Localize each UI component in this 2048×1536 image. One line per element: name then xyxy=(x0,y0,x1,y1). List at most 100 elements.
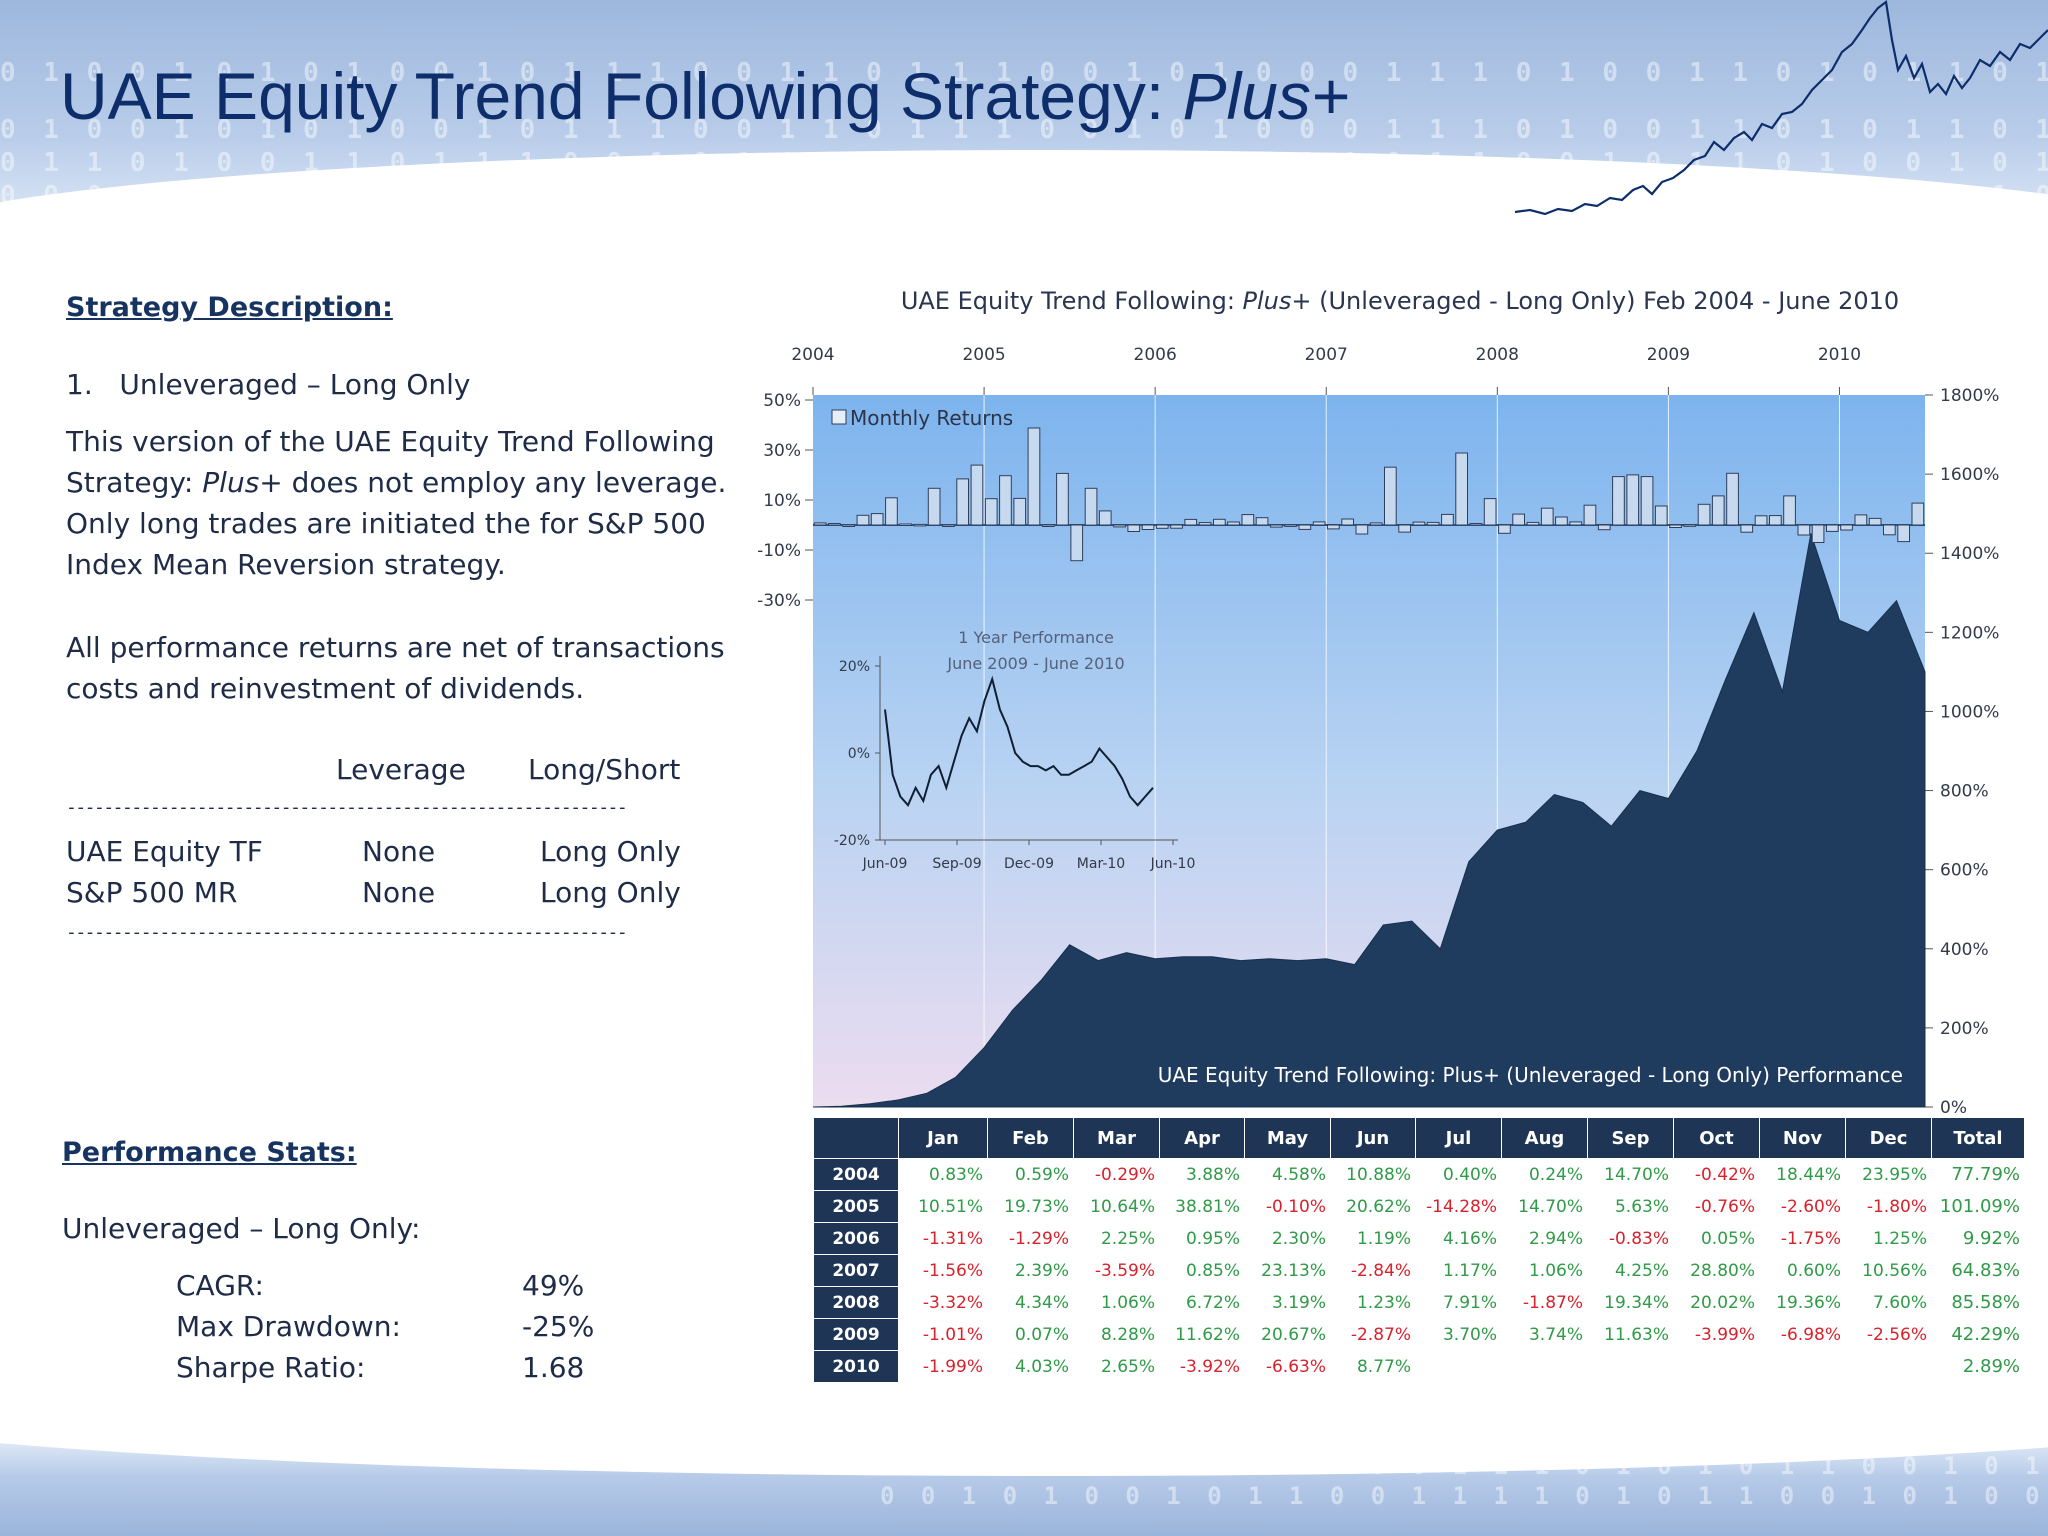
monthly-return-bar xyxy=(1355,524,1369,535)
monthly-return-cell: -3.59% xyxy=(1073,1254,1160,1287)
inset-y-label: 0% xyxy=(848,746,870,762)
cumulative-performance-area xyxy=(812,533,1926,1108)
binary-decoration: 0 1 0 1 0 0 1 0 1 0 1 1 0 0 1 1 1 0 1 0 … xyxy=(880,1452,2048,1480)
stat-sharpe-value: 1.68 xyxy=(522,1351,585,1384)
monthly-return-cell: -1.31% xyxy=(898,1222,988,1255)
table-header-row: Jan Feb Mar Apr May Jun Jul Aug Sep Oct Nov Dec Tota… xyxy=(813,1117,2025,1159)
monthly-return-bar xyxy=(1754,515,1768,526)
monthly-return-cell: 1.25% xyxy=(1845,1222,1932,1255)
monthly-return-bar xyxy=(813,522,827,526)
year-cell: 2010 xyxy=(813,1350,899,1383)
monthly-return-cell: 20.02% xyxy=(1673,1286,1760,1319)
inset-y-label: 20% xyxy=(839,659,870,675)
monthly-return-bar xyxy=(1783,495,1796,526)
table-row: 2010 -1.99% 4.03% 2.65% -3.92% -6.63% 8.77% 2.8… xyxy=(813,1350,2025,1383)
year-total-cell: 42.29% xyxy=(1931,1318,2025,1351)
monthly-return-cell: 0.85% xyxy=(1159,1254,1245,1287)
year-tick-label: 2006 xyxy=(1134,345,1177,365)
monthly-return-cell: 38.81% xyxy=(1159,1190,1245,1223)
performance-annotation: UAE Equity Trend Following: Plus+ (Unlev… xyxy=(1158,1063,1903,1087)
monthly-return-bar xyxy=(1826,524,1839,532)
monthly-return-cell: 4.58% xyxy=(1244,1158,1331,1191)
stat-drawdown-label: Max Drawdown: xyxy=(176,1310,401,1343)
monthly-return-cell: -6.98% xyxy=(1759,1318,1846,1351)
monthly-return-bar xyxy=(1654,505,1668,526)
monthly-return-cell: 7.60% xyxy=(1845,1286,1932,1319)
monthly-return-bar xyxy=(1426,521,1440,526)
monthly-return-cell: 6.72% xyxy=(1159,1286,1245,1319)
inset-x-label: Sep-09 xyxy=(932,856,981,872)
monthly-return-cell: 4.34% xyxy=(987,1286,1074,1319)
leverage-header: Leverage xyxy=(336,753,466,786)
monthly-return-cell: 28.80% xyxy=(1673,1254,1760,1287)
monthly-return-bar xyxy=(1241,514,1255,526)
monthly-return-bar xyxy=(1583,504,1597,526)
monthly-return-cell: -14.28% xyxy=(1415,1190,1502,1223)
monthly-return-cell: 1.06% xyxy=(1073,1286,1160,1319)
table-row: 2008 -3.32% 4.34% 1.06% 6.72% 3.19% 1.23% 7.91%… xyxy=(813,1286,2025,1319)
year-tick-label: 2005 xyxy=(962,345,1005,365)
monthly-return-bar xyxy=(1455,452,1468,526)
column-header: Feb xyxy=(987,1117,1074,1159)
year-total-cell: 2.89% xyxy=(1931,1350,2025,1383)
monthly-return-bar xyxy=(1213,518,1226,526)
stat-cagr-label: CAGR: xyxy=(176,1269,264,1302)
year-cell: 2009 xyxy=(813,1318,899,1351)
monthly-return-cell: 0.59% xyxy=(987,1158,1074,1191)
year-tick-label: 2007 xyxy=(1305,345,1348,365)
monthly-return-cell: 23.13% xyxy=(1244,1254,1331,1287)
monthly-return-cell: -0.42% xyxy=(1673,1158,1760,1191)
column-header: Jan xyxy=(898,1117,988,1159)
monthly-return-bar xyxy=(856,514,870,526)
monthly-return-cell: 5.63% xyxy=(1587,1190,1674,1223)
monthly-return-bar xyxy=(1911,502,1925,526)
row-leverage-sp500: None xyxy=(362,876,436,909)
monthly-return-cell: 3.70% xyxy=(1415,1318,1502,1351)
left-tick-label: 30% xyxy=(763,441,801,461)
table-row: 2009 -1.01% 0.07% 8.28% 11.62% 20.67% -2.87% 3.… xyxy=(813,1318,2025,1351)
monthly-return-bar xyxy=(1769,515,1782,526)
monthly-return-cell: -1.80% xyxy=(1845,1190,1932,1223)
monthly-return-bar xyxy=(927,487,941,526)
monthly-return-bar xyxy=(1883,524,1896,536)
year-total-cell: 101.09% xyxy=(1931,1190,2025,1223)
note-line: All performance returns are net of trans… xyxy=(66,631,725,664)
net-returns-note: All performance returns are net of trans… xyxy=(66,627,725,709)
row-longshort-sp500: Long Only xyxy=(540,876,681,909)
monthly-return-bar xyxy=(1398,524,1411,533)
item-number: 1. xyxy=(66,368,93,401)
left-tick-label: 50% xyxy=(763,391,801,411)
monthly-return-cell: -0.10% xyxy=(1244,1190,1331,1223)
monthly-return-bar xyxy=(1369,522,1383,526)
monthly-return-cell: 18.44% xyxy=(1759,1158,1846,1191)
title-main: UAE Equity Trend Following Strategy: xyxy=(60,59,1183,133)
right-tick-label: 1000% xyxy=(1940,702,1999,722)
monthly-return-cell: -0.29% xyxy=(1073,1158,1160,1191)
monthly-return-cell xyxy=(1673,1350,1760,1383)
monthly-returns-table: Jan Feb Mar Apr May Jun Jul Aug Sep Oct Nov Dec Tota… xyxy=(813,1117,2025,1383)
column-header: Jul xyxy=(1415,1117,1502,1159)
monthly-return-bar xyxy=(1312,521,1326,526)
monthly-return-cell: 14.70% xyxy=(1587,1158,1674,1191)
monthly-return-cell: 10.88% xyxy=(1330,1158,1416,1191)
monthly-return-bar xyxy=(1483,498,1497,526)
monthly-return-cell xyxy=(1845,1350,1932,1383)
monthly-return-bar xyxy=(1868,517,1882,526)
year-total-cell: 9.92% xyxy=(1931,1222,2025,1255)
monthly-return-cell: -3.99% xyxy=(1673,1318,1760,1351)
monthly-return-cell: -3.92% xyxy=(1159,1350,1245,1383)
monthly-return-cell: 20.67% xyxy=(1244,1318,1331,1351)
inset-x-label: Jun-09 xyxy=(862,856,908,872)
monthly-return-cell: 2.94% xyxy=(1501,1222,1588,1255)
monthly-return-bar xyxy=(1013,497,1027,526)
monthly-return-bar xyxy=(1526,521,1540,526)
monthly-return-bar xyxy=(1697,503,1711,526)
header-stock-line xyxy=(1514,0,2048,216)
table-row: 2004 0.83% 0.59% -0.29% 3.88% 4.58% 10.88% 0.40… xyxy=(813,1158,2025,1191)
stats-subtitle: Unleveraged – Long Only: xyxy=(62,1212,421,1245)
monthly-return-cell: -1.29% xyxy=(987,1222,1074,1255)
monthly-return-cell: 2.30% xyxy=(1244,1222,1331,1255)
year-tick-label: 2008 xyxy=(1476,345,1519,365)
monthly-return-cell: -1.99% xyxy=(898,1350,988,1383)
